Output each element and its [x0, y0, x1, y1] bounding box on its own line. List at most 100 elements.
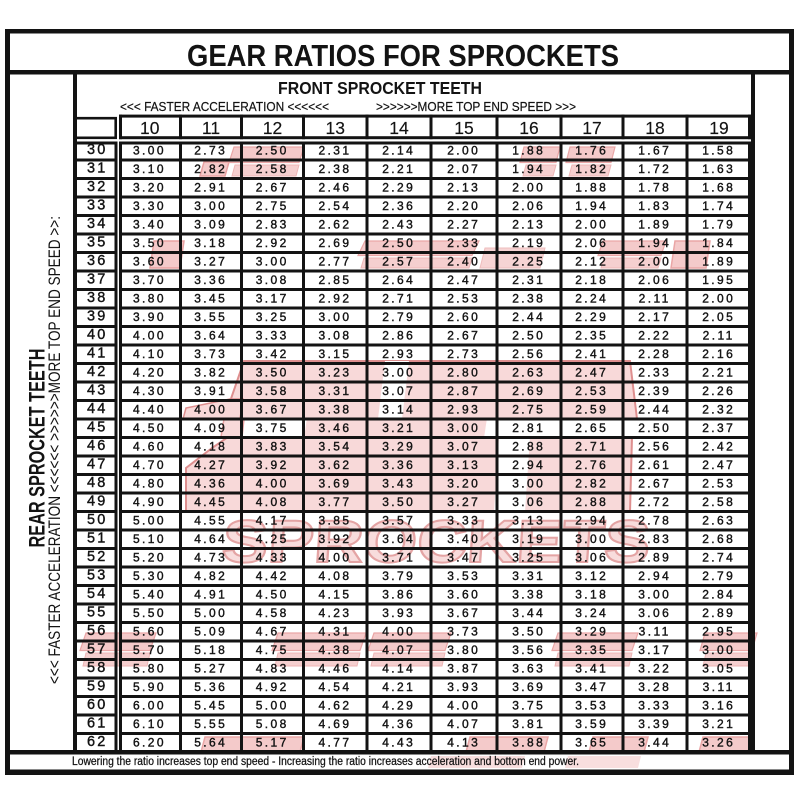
svg-text:2.69: 2.69	[512, 384, 545, 398]
svg-text:5.20: 5.20	[133, 551, 166, 565]
svg-text:4.31: 4.31	[318, 625, 351, 639]
svg-text:3.11: 3.11	[639, 625, 671, 639]
svg-text:3.53: 3.53	[447, 569, 480, 583]
svg-text:2.18: 2.18	[575, 273, 608, 287]
svg-text:3.08: 3.08	[318, 329, 351, 343]
svg-text:3.53: 3.53	[575, 699, 608, 713]
svg-text:48: 48	[87, 475, 108, 491]
svg-text:6.10: 6.10	[133, 717, 166, 731]
svg-text:3.62: 3.62	[318, 458, 351, 472]
svg-text:2.25: 2.25	[512, 255, 545, 269]
svg-text:3.50: 3.50	[512, 625, 545, 639]
svg-text:2.59: 2.59	[575, 403, 608, 417]
svg-text:5.70: 5.70	[133, 643, 166, 657]
svg-text:5.08: 5.08	[256, 717, 289, 731]
svg-text:54: 54	[87, 586, 108, 602]
svg-text:2.22: 2.22	[638, 329, 671, 343]
svg-text:3.06: 3.06	[638, 606, 671, 620]
svg-text:3.63: 3.63	[512, 662, 545, 676]
svg-text:6.00: 6.00	[133, 699, 166, 713]
svg-text:4.70: 4.70	[133, 458, 166, 472]
svg-text:3.00: 3.00	[194, 199, 227, 213]
svg-text:4.42: 4.42	[256, 569, 289, 583]
svg-text:3.47: 3.47	[447, 551, 480, 565]
svg-text:1.89: 1.89	[702, 255, 735, 269]
svg-text:3.46: 3.46	[318, 421, 351, 435]
svg-text:52: 52	[87, 549, 108, 565]
svg-text:4.09: 4.09	[194, 421, 227, 435]
svg-text:2.78: 2.78	[638, 514, 671, 528]
svg-text:4.55: 4.55	[194, 514, 227, 528]
svg-text:3.56: 3.56	[512, 643, 545, 657]
svg-text:2.76: 2.76	[575, 458, 608, 472]
svg-text:3.42: 3.42	[256, 347, 289, 361]
svg-text:3.71: 3.71	[382, 551, 415, 565]
svg-text:3.75: 3.75	[256, 421, 289, 435]
svg-text:5.55: 5.55	[194, 717, 227, 731]
svg-text:3.83: 3.83	[256, 440, 289, 454]
svg-text:2.63: 2.63	[512, 366, 545, 380]
svg-text:4.00: 4.00	[194, 403, 227, 417]
svg-text:2.60: 2.60	[447, 310, 480, 324]
svg-text:2.29: 2.29	[382, 181, 415, 195]
svg-text:2.32: 2.32	[702, 403, 735, 417]
svg-text:4.25: 4.25	[256, 532, 289, 546]
svg-text:2.26: 2.26	[702, 384, 735, 398]
svg-text:2.00: 2.00	[638, 255, 671, 269]
svg-text:2.94: 2.94	[575, 514, 608, 528]
svg-text:4.80: 4.80	[133, 477, 166, 491]
svg-text:2.84: 2.84	[702, 588, 735, 602]
svg-text:2.58: 2.58	[256, 162, 289, 176]
svg-text:2.13: 2.13	[512, 218, 545, 232]
svg-text:3.73: 3.73	[194, 347, 227, 361]
svg-text:43: 43	[87, 382, 108, 398]
svg-text:2.28: 2.28	[638, 347, 671, 361]
svg-text:2.06: 2.06	[575, 236, 608, 250]
svg-text:51: 51	[87, 530, 108, 546]
svg-text:5.40: 5.40	[133, 588, 166, 602]
svg-text:4.36: 4.36	[194, 477, 227, 491]
svg-text:2.27: 2.27	[447, 218, 480, 232]
svg-text:2.24: 2.24	[575, 292, 608, 306]
svg-text:3.85: 3.85	[318, 514, 351, 528]
svg-text:4.00: 4.00	[256, 477, 289, 491]
svg-text:3.25: 3.25	[512, 551, 545, 565]
svg-text:2.93: 2.93	[447, 403, 480, 417]
svg-text:39: 39	[87, 308, 108, 324]
svg-text:37: 37	[87, 271, 108, 287]
svg-text:3.17: 3.17	[256, 292, 289, 306]
svg-text:2.92: 2.92	[256, 236, 289, 250]
svg-text:2.87: 2.87	[447, 384, 480, 398]
svg-text:4.77: 4.77	[318, 736, 351, 750]
svg-text:3.77: 3.77	[318, 495, 351, 509]
svg-text:2.07: 2.07	[447, 162, 480, 176]
svg-text:REAR SPROCKET TEETH: REAR SPROCKET TEETH	[25, 349, 50, 548]
svg-text:2.00: 2.00	[702, 292, 735, 306]
svg-text:5.80: 5.80	[133, 662, 166, 676]
svg-text:2.50: 2.50	[382, 236, 415, 250]
svg-text:16: 16	[519, 118, 538, 138]
svg-text:2.71: 2.71	[575, 440, 608, 454]
svg-text:3.40: 3.40	[447, 532, 480, 546]
svg-text:3.36: 3.36	[382, 458, 415, 472]
svg-text:3.73: 3.73	[447, 625, 480, 639]
svg-text:2.31: 2.31	[318, 144, 351, 158]
svg-text:34: 34	[87, 216, 108, 232]
svg-text:4.15: 4.15	[318, 588, 351, 602]
svg-text:3.81: 3.81	[512, 717, 545, 731]
svg-text:2.38: 2.38	[318, 162, 351, 176]
svg-text:2.47: 2.47	[447, 273, 480, 287]
svg-text:2.62: 2.62	[318, 218, 351, 232]
svg-text:4.83: 4.83	[256, 662, 289, 676]
svg-text:3.09: 3.09	[194, 218, 227, 232]
svg-text:3.06: 3.06	[575, 551, 608, 565]
svg-text:10: 10	[140, 118, 160, 138]
svg-text:4.50: 4.50	[256, 588, 289, 602]
svg-text:2.82: 2.82	[575, 477, 608, 491]
svg-text:4.08: 4.08	[318, 569, 351, 583]
svg-text:4.00: 4.00	[318, 551, 351, 565]
svg-text:2.81: 2.81	[512, 421, 545, 435]
svg-text:2.73: 2.73	[447, 347, 480, 361]
svg-text:4.54: 4.54	[318, 680, 351, 694]
svg-text:4.10: 4.10	[133, 347, 166, 361]
